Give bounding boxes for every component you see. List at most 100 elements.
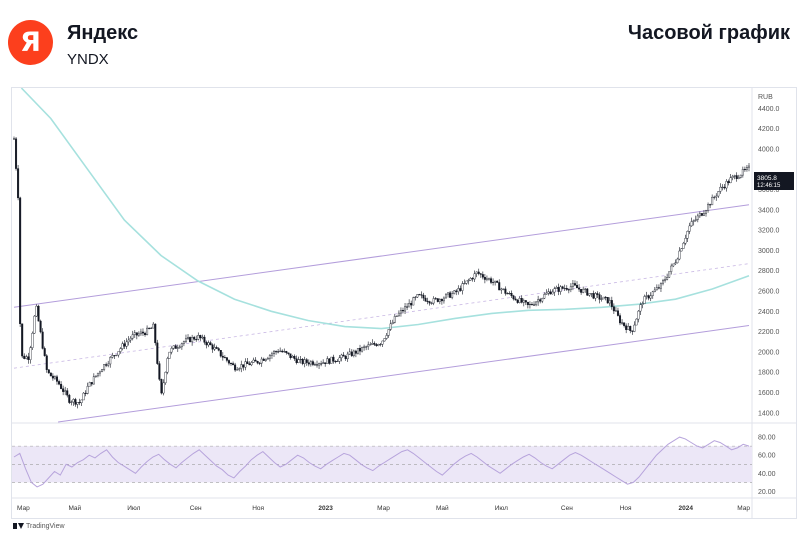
candle-body [264, 358, 267, 361]
channel-lower-line [58, 325, 750, 423]
candle-body [303, 359, 306, 364]
candle-body [139, 331, 142, 335]
candle-body [203, 336, 206, 343]
candle-body [723, 186, 726, 189]
tradingview-brand: TradingView [26, 522, 65, 530]
time-tick-label: Июл [495, 505, 508, 512]
candle-body [414, 296, 417, 298]
candle-body [541, 298, 544, 302]
price-tick-label: 4200.0 [758, 126, 780, 133]
candle-body [594, 293, 597, 299]
candle-body [676, 258, 679, 264]
candle-body [668, 271, 671, 278]
candle-body [545, 292, 548, 295]
candle-body [684, 238, 687, 244]
candle-body [432, 298, 435, 304]
candle-body [129, 337, 132, 341]
candle-body [94, 375, 97, 377]
candle-body [281, 350, 284, 353]
candle-body [655, 287, 658, 291]
candle-body [637, 310, 640, 320]
candle-body [707, 204, 710, 211]
candle-body [461, 283, 464, 291]
candle-body [262, 358, 265, 361]
candle-body [555, 287, 558, 289]
candle-body [244, 361, 247, 368]
candle-body [103, 364, 106, 370]
candle-body [584, 288, 587, 290]
candle-body [561, 286, 564, 289]
candle-body [522, 300, 525, 303]
channel-lines [13, 204, 750, 423]
candle-body [401, 310, 404, 312]
candle-body [745, 167, 748, 170]
candle-body [29, 347, 32, 360]
candle-body [614, 310, 617, 312]
candle-body [254, 359, 257, 362]
candle-body [383, 338, 386, 342]
candle-body [23, 355, 26, 359]
candle-body [125, 341, 128, 347]
candle-body [164, 371, 167, 384]
candle-body [101, 369, 104, 373]
candle-body [305, 359, 308, 363]
chart-svg[interactable]: RUB 1400.0 1600.0 1800.0 2000.0 2200.0 2400.0… [12, 87, 796, 518]
candle-body [678, 250, 681, 260]
candle-body [363, 346, 366, 348]
time-tick-label: Мар [377, 505, 390, 512]
candle-body [692, 220, 695, 222]
candle-body [330, 356, 333, 364]
candle-body [346, 353, 349, 360]
candle-body [352, 350, 355, 356]
candle-body [371, 343, 374, 345]
candle-body [469, 278, 472, 281]
candle-body [201, 336, 204, 339]
candle-body [731, 176, 734, 178]
candle-body [506, 293, 509, 295]
candle-body [356, 347, 359, 354]
candle-body [246, 361, 249, 364]
candle-body [735, 175, 738, 179]
candle-body [80, 399, 83, 403]
candle-body [13, 138, 16, 140]
candle-body [47, 369, 50, 374]
candle-body [528, 303, 531, 306]
candle-body [72, 399, 75, 403]
candle-body [166, 358, 169, 373]
candle-body [524, 300, 527, 303]
candle-body [131, 334, 134, 339]
candle-body [395, 315, 398, 317]
rsi-tick-label: 80.00 [758, 435, 776, 442]
candle-body [479, 273, 482, 275]
candle-body [193, 337, 196, 340]
candle-body [35, 305, 38, 317]
candle-body [537, 299, 540, 303]
candle-body [557, 287, 560, 292]
candle-body [477, 271, 480, 274]
candle-body [465, 280, 468, 284]
candle-body [74, 399, 77, 405]
candle-body [238, 368, 241, 370]
candle-body [688, 225, 691, 232]
candle-body [283, 351, 286, 353]
candle-body [449, 292, 452, 298]
candle-body [236, 369, 239, 371]
candle-body [354, 350, 357, 354]
price-tick-label: 2600.0 [758, 289, 780, 296]
candle-body [369, 344, 372, 346]
tradingview-icon [13, 523, 24, 529]
candle-body [156, 342, 159, 364]
candle-body [717, 191, 720, 197]
candle-body [195, 339, 198, 341]
candle-body [459, 288, 462, 291]
rsi-tick-label: 40.00 [758, 471, 776, 478]
candle-body [631, 330, 634, 332]
candle-body [326, 358, 329, 364]
candle-body [424, 297, 427, 302]
currency-label: RUB [758, 94, 773, 101]
candle-body [381, 340, 384, 345]
candle-body [408, 303, 411, 308]
candle-body [451, 293, 454, 298]
logo-letter: Я [20, 27, 41, 58]
candle-body [702, 213, 705, 216]
